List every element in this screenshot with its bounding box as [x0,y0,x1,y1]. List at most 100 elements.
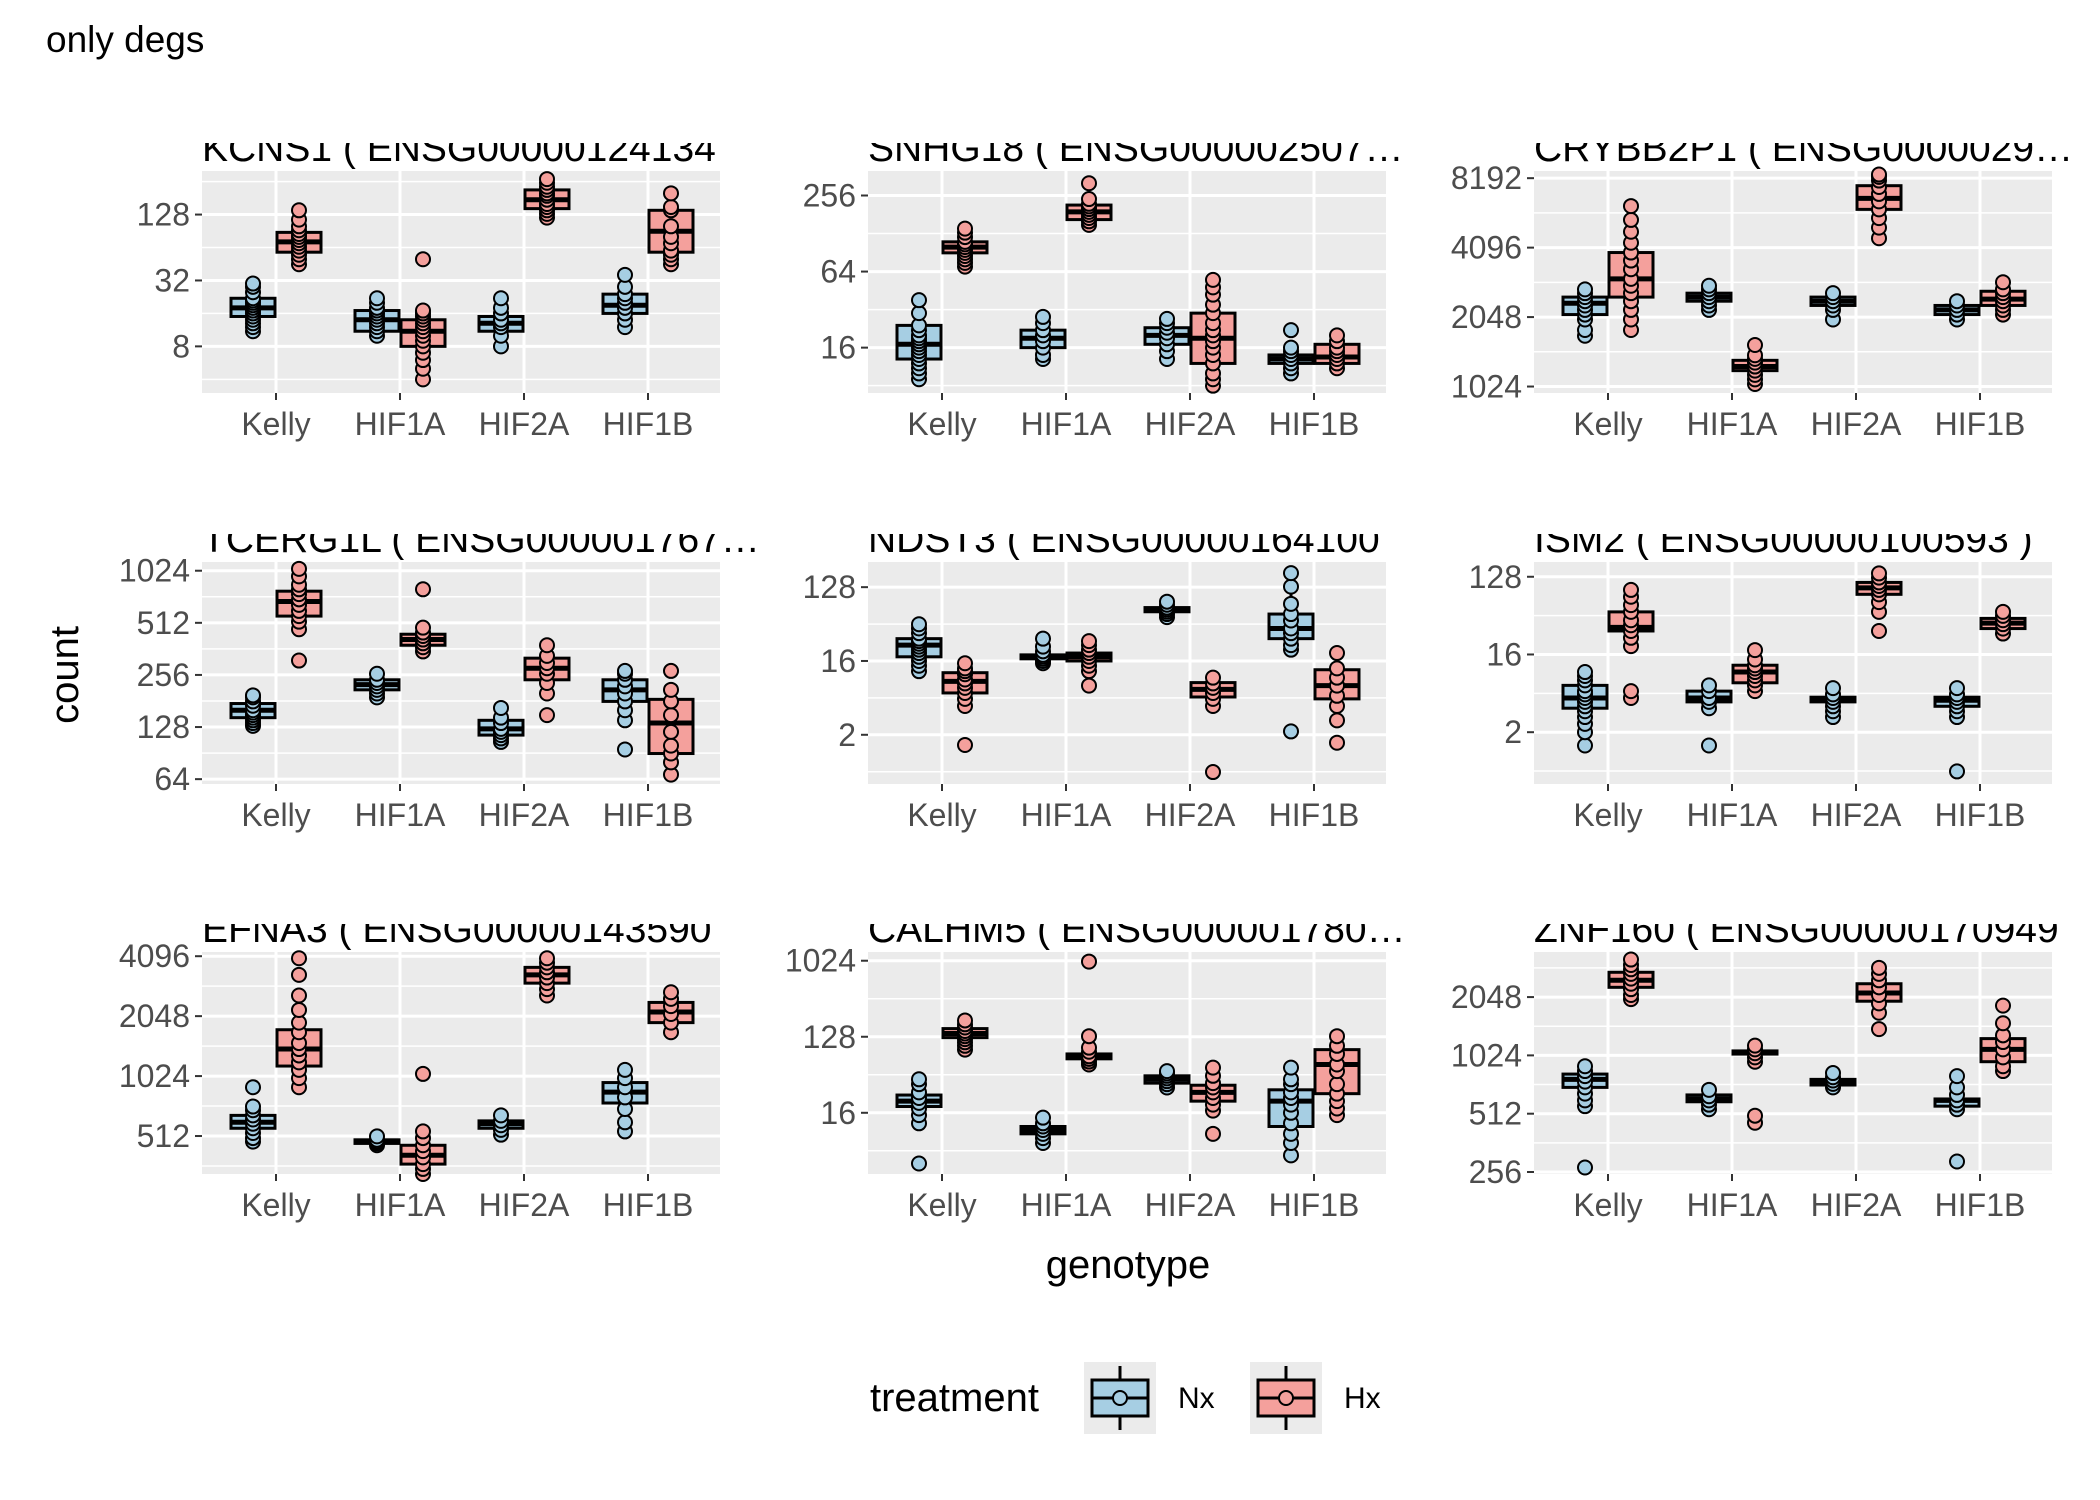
panel-title: SNHG18 ( ENSG000002507… [868,127,1403,170]
data-point [539,637,555,654]
x-tick-label: HIF2A [1811,406,1902,442]
data-point [1329,327,1345,344]
data-point [663,199,679,216]
y-tick-label: 2048 [1451,979,1522,1015]
y-tick-label: 256 [1469,1154,1522,1190]
x-tick-label: HIF2A [1145,797,1236,833]
box-hif2a-hx [523,950,571,1004]
y-tick-label: 2048 [1451,299,1522,335]
data-point [1577,664,1593,681]
y-tick-label: 2 [838,717,856,753]
box-kelly-hx [941,655,989,754]
y-tick-label: 128 [137,709,190,745]
data-point [369,290,385,307]
box-kelly-hx [1607,951,1655,1008]
data-point [245,1079,261,1096]
data-point [1081,1028,1097,1045]
box-hif1b-nx [601,662,649,758]
facet-panel: CRYBB2P1 ( ENSG0000029… 1024 2048 4096 8192 K… [1451,143,2073,442]
data-point [1995,274,2011,291]
x-tick-label: HIF1A [1687,797,1778,833]
y-tick-label: 2048 [119,998,190,1034]
y-tick-label: 64 [820,254,856,290]
box-kelly-hx [1607,581,1655,706]
box-hif1b-hx [1313,645,1361,751]
x-tick-label: HIF1B [603,1187,694,1223]
data-point [291,966,307,983]
data-point [1871,1021,1887,1038]
y-tick-label: 1024 [1451,369,1522,405]
data-point [1081,633,1097,650]
data-point [245,687,261,704]
data-point [1623,581,1639,598]
data-point [1081,677,1097,694]
x-tick-label: HIF1A [1687,1187,1778,1223]
data-point [1283,339,1299,356]
data-point [1283,595,1299,612]
x-tick-label: HIF2A [1145,406,1236,442]
data-point [1871,959,1887,976]
box-hif1b-nx [1267,565,1315,740]
data-point [1329,645,1345,662]
data-point [1329,712,1345,729]
box-hif2a-nx [1143,310,1191,368]
y-tick-label: 128 [803,569,856,605]
data-point [493,290,509,307]
box-hif1a-hx [1065,175,1113,233]
data-point [493,1107,509,1124]
data-point [1035,1109,1051,1126]
data-point [1283,1059,1299,1076]
data-point [415,619,431,636]
data-point [911,1155,927,1172]
panel-title: TCERG1L ( ENSG000001767… [202,518,760,561]
y-tick-label: 128 [803,1019,856,1055]
data-point [291,950,307,967]
data-point [1623,951,1639,968]
box-kelly-nx [895,1071,943,1172]
box-hif1b-nx [1933,1068,1981,1170]
x-tick-label: Kelly [907,797,976,833]
box-hif1a-nx [1685,677,1733,754]
data-point [1701,677,1717,694]
box-hif1a-hx [1731,336,1779,393]
x-tick-label: Kelly [907,406,976,442]
box-hif2a-hx [1189,271,1237,394]
x-tick-label: Kelly [1573,797,1642,833]
facet-panels: KCNS1 ( ENSG00000124134 8 32 128 Kelly HIF1A H… [119,127,2073,1223]
box-hif1a-nx [1019,308,1067,368]
x-tick-label: Kelly [907,1187,976,1223]
x-tick-label: Kelly [1573,406,1642,442]
data-point [911,292,927,309]
data-point [1577,281,1593,298]
box-hif1b-hx [1979,603,2027,642]
data-point [1949,1068,1965,1085]
data-point [1747,336,1763,353]
box-hif2a-nx [1809,285,1857,328]
box-hif1a-hx [399,581,447,660]
data-point [617,741,633,758]
box-hif1b-hx [647,662,695,783]
x-tick-label: Kelly [241,1187,310,1223]
box-hif2a-nx [477,1107,525,1143]
y-tick-label: 128 [1469,559,1522,595]
x-tick-label: HIF1B [1935,1187,2026,1223]
x-tick-label: HIF2A [1145,1187,1236,1223]
box-kelly-hx [275,560,323,669]
box-hif1a-hx [1065,953,1113,1073]
facet-panel: KCNS1 ( ENSG00000124134 8 32 128 Kelly HIF1A H… [137,143,720,442]
data-point [1623,211,1639,228]
box-hif1b-hx [647,984,695,1041]
data-point [1283,578,1299,595]
y-axis-title: count [43,626,87,724]
y-tick-label: 2 [1504,714,1522,750]
data-point [539,171,555,188]
data-point [1701,277,1717,294]
box-hif1a-nx [353,290,401,344]
data-point [1577,737,1593,754]
data-point [291,652,307,669]
data-point [663,707,679,724]
box-hif1a-nx [1685,277,1733,318]
box-hif1a-hx [1731,642,1779,700]
box-hif2a-hx [1855,959,1903,1038]
facet-panel: CALHM5 ( ENSG000001780… 16 128 1024 Kelly HIF… [785,924,1406,1223]
